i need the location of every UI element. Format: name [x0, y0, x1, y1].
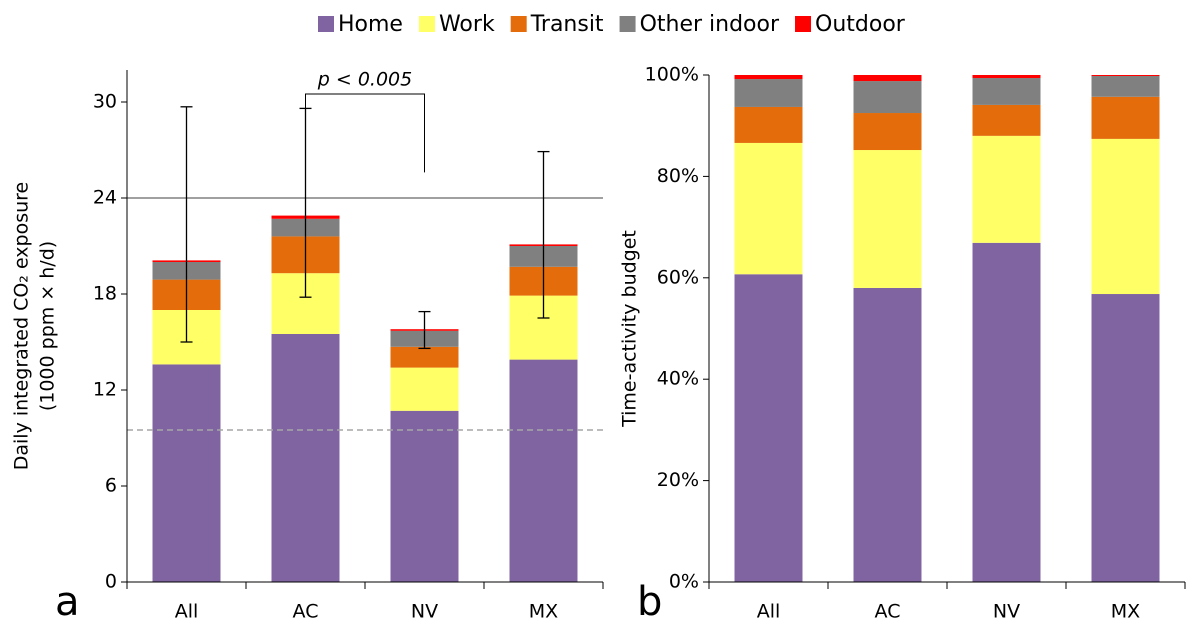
y-axis-label: (1000 ppm × h/d) [37, 241, 59, 411]
bar-segment [853, 287, 922, 582]
y-tick-label: 40% [657, 368, 699, 390]
y-tick-label: 30 [93, 91, 117, 113]
bar-segment [972, 75, 1041, 79]
panel-label: a [55, 579, 80, 625]
y-tick-label: 6 [105, 475, 117, 497]
x-tick-label: MX [1111, 601, 1140, 623]
bar-segment [734, 106, 803, 143]
bar-segment [734, 75, 803, 80]
bar-segment [972, 135, 1041, 243]
y-tick-label: 100% [645, 64, 699, 86]
x-tick-label: NV [993, 601, 1020, 623]
legend-text: Other indoor [640, 12, 780, 37]
legend-text: Work [439, 12, 495, 37]
bar-segment [972, 242, 1041, 582]
x-tick-label: All [175, 601, 199, 623]
bar-segment [390, 410, 459, 582]
bar-segment [1091, 138, 1160, 295]
annotation-text: p < 0.005 [317, 69, 412, 91]
bar-segment [509, 359, 578, 582]
bar-segment [853, 81, 922, 114]
bar-segment [734, 142, 803, 275]
bar-segment [853, 113, 922, 151]
x-tick-label: NV [411, 601, 438, 623]
x-tick-label: All [757, 601, 781, 623]
y-axis-label: Time-activity budget [619, 230, 641, 428]
y-tick-label: 60% [657, 266, 699, 288]
bar-segment [1091, 96, 1160, 139]
legend-swatch [418, 16, 435, 32]
x-tick-label: AC [293, 601, 319, 623]
bar-segment [734, 274, 803, 582]
x-tick-label: AC [875, 601, 901, 623]
panel-label: b [637, 579, 662, 625]
legend-swatch [619, 16, 636, 32]
x-tick-label: MX [529, 601, 558, 623]
legend-swatch [795, 16, 812, 32]
y-tick-label: 80% [657, 165, 699, 187]
legend-text: Transit [530, 12, 604, 37]
y-tick-label: 0 [105, 571, 117, 593]
y-tick-label: 20% [657, 469, 699, 491]
bar-segment [972, 78, 1041, 105]
y-tick-label: 18 [93, 283, 117, 305]
bar-segment [390, 367, 459, 411]
bar-segment [853, 150, 922, 288]
y-tick-label: 12 [93, 379, 117, 401]
y-tick-label: 24 [93, 187, 117, 209]
bar-segment [271, 334, 340, 582]
legend-swatch [318, 16, 334, 32]
y-axis-label: Daily integrated CO₂ exposure [11, 182, 33, 471]
bar-segment [390, 346, 459, 368]
bar-segment [1091, 76, 1160, 97]
significance-bracket [305, 93, 425, 173]
bar-segment [152, 364, 221, 582]
legend-text: Home [338, 12, 403, 37]
bar-segment [972, 104, 1041, 136]
bar-segment [853, 75, 922, 82]
bar-segment [1091, 294, 1160, 582]
y-tick-label: 0% [669, 571, 699, 593]
bar-segment [1091, 75, 1160, 77]
legend-swatch [510, 16, 527, 32]
bar-segment [734, 79, 803, 107]
legend-text: Outdoor [815, 12, 906, 37]
